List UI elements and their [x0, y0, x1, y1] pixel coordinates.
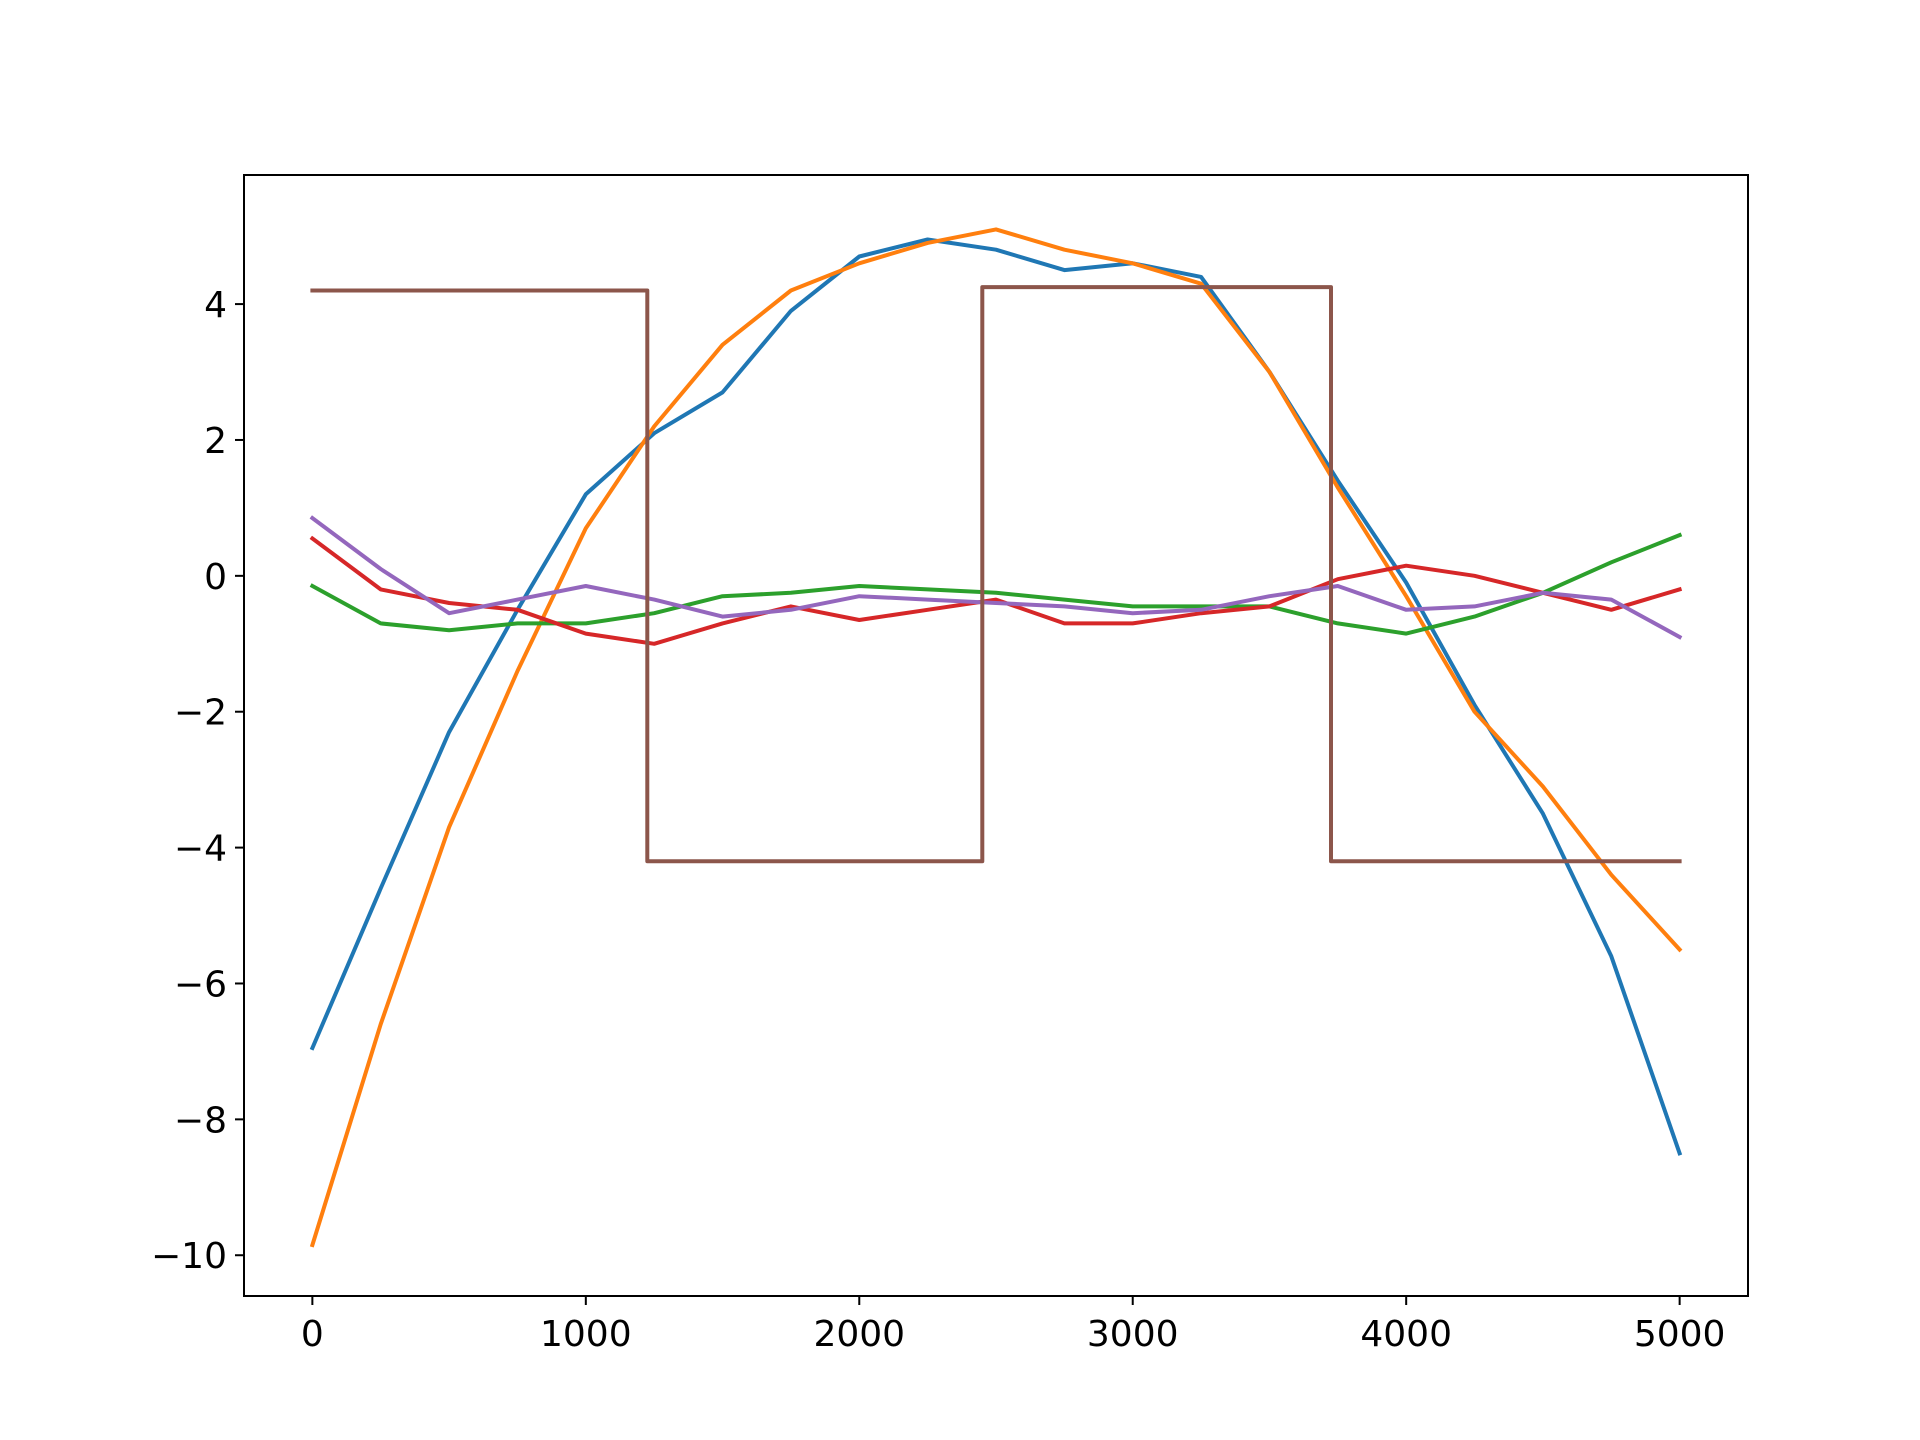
y-tick-label: 2 [204, 421, 227, 462]
series-line-6 [310, 285, 1682, 864]
x-tick-label: 3000 [1087, 1314, 1179, 1355]
series-line-1 [309, 237, 1683, 1156]
y-axis: −10 −8 −6 −4 −2 0 2 4 [151, 285, 244, 1277]
plot-frame [243, 174, 1749, 1297]
x-tick-label: 1000 [540, 1314, 632, 1355]
series-line-3 [309, 532, 1683, 636]
y-tick-label: 0 [204, 557, 227, 598]
x-tick-label: 4000 [1360, 1314, 1452, 1355]
y-tick-label: 4 [204, 285, 227, 326]
y-tick-label: −8 [174, 1100, 227, 1141]
y-tick-label: −6 [174, 964, 227, 1005]
x-tick-label: 0 [301, 1314, 324, 1355]
y-tick-label: −2 [174, 693, 227, 734]
series-line-5 [309, 515, 1683, 640]
series-line-4 [309, 535, 1683, 646]
x-tick-label: 5000 [1634, 1314, 1726, 1355]
series-layer [309, 227, 1683, 1248]
x-tick-label: 2000 [813, 1314, 905, 1355]
y-tick-label: −10 [151, 1236, 227, 1277]
x-axis: 0 1000 2000 3000 4000 5000 [301, 1296, 1726, 1355]
y-tick-label: −4 [174, 829, 227, 870]
